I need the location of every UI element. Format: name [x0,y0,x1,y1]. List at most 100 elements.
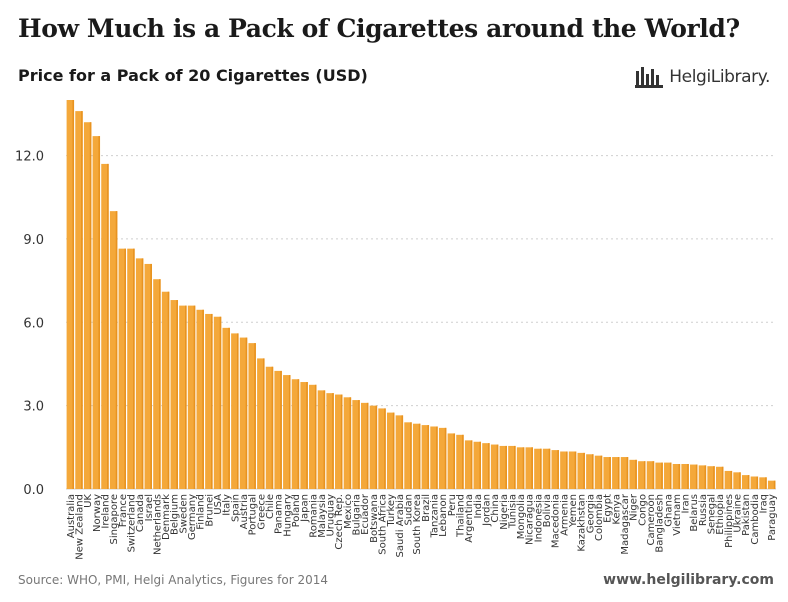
bar [681,463,689,489]
bar-shade [436,426,438,489]
chart-subtitle: Price for a Pack of 20 Cigarettes (USD) [18,66,368,85]
bar-shade [574,451,577,489]
bar [612,457,620,489]
bar-shade [89,122,92,489]
bar [707,466,715,489]
bar-shade [271,366,274,489]
bar-shade [418,423,421,489]
helgi-library-logo: HelgiLibrary. [635,64,770,90]
bar-shade [401,415,404,489]
bar-shade [773,480,776,489]
x-tick-label: Austria [239,494,250,529]
bar-shade [219,316,222,489]
bar-shade [228,327,230,489]
bar [248,343,256,489]
bar-shade [245,337,248,489]
bar [525,447,533,489]
x-tick-label: Macedonia [551,494,562,548]
bar-shade [81,111,83,489]
bar [430,426,438,489]
x-tick-label: Ecuador [360,493,371,535]
x-tick-label: France [118,494,129,527]
bar [179,305,187,489]
x-tick-label: Norway [92,494,103,532]
bar-shade [652,461,655,489]
bar-shade [496,444,499,489]
bar-shade [297,379,300,489]
bar-shade [609,457,611,489]
bar-shade [565,451,568,489]
x-tick-label: UK [83,494,94,508]
bar-shade [306,382,308,489]
x-tick-label: Switzerland [126,494,137,552]
bar-shade [488,443,490,489]
x-tick-label: Yemen [568,494,579,528]
x-tick-label: Argentina [464,494,475,543]
bar-shade [747,475,750,489]
x-tick-label: Philippines [724,494,735,548]
bar [568,451,577,489]
bar [222,327,230,489]
bar [170,300,178,489]
bar [672,463,681,489]
bar-shade [721,466,724,489]
x-tick-label: Jordan [481,494,492,527]
bar [447,433,456,489]
bar [404,422,412,489]
bar [187,305,196,489]
x-tick-label: Brazil [421,494,432,522]
x-tick-label: Russia [698,494,709,526]
x-tick-label: Paraguay [767,494,778,541]
bar-shade [202,309,204,489]
bar-shade [340,394,343,489]
x-tick-label: Thailand [455,494,466,538]
source-note: Source: WHO, PMI, Helgi Analytics, Figur… [18,573,328,587]
bar [291,379,300,489]
bar [118,248,127,489]
bar-shade [375,405,378,489]
bar-shade [392,412,395,489]
bar [603,457,611,489]
bar-shade [98,136,101,489]
bar [283,375,291,489]
x-tick-label: Uruguay [326,494,337,537]
x-tick-label: Sudan [404,494,415,526]
bar [646,461,655,489]
bar-shade [332,393,334,489]
bar [741,475,750,489]
bar [508,445,516,489]
y-axis-tick-labels: 0.0 3.0 6.0 9.0 12.0 [15,150,44,498]
x-tick-label: Senegal [707,494,718,534]
bar [300,382,308,489]
bar-shade [713,466,715,489]
bar-shade [210,313,213,489]
bar [456,434,464,489]
bar-shade [756,476,759,489]
x-tick-label: Brunei [204,494,215,527]
x-tick-label: Cambodia [750,494,761,545]
bar [257,358,265,489]
bar-shade [427,425,430,489]
x-tick-label: Indonesia [533,494,544,542]
bar [724,470,733,489]
x-tick-label: Egypt [603,494,614,523]
bar [352,400,360,489]
website-link[interactable]: www.helgilibrary.com [603,572,774,588]
x-tick-label: Ghana [663,494,674,527]
x-tick-label: Lebanon [438,494,449,537]
x-tick-label: Ireland [100,494,111,529]
bar-shade [583,452,585,489]
bar-shade [678,463,681,489]
bar [715,466,724,489]
bar-shade [548,448,551,489]
bar-shade [514,445,516,489]
bar-shade [410,422,412,489]
x-tick-label: Czech Rep. [334,494,345,550]
bar-shade [141,258,144,489]
x-tick-label: Romania [308,494,319,538]
bar-shade [661,462,663,489]
x-tick-label: Israel [144,494,155,521]
bar-shade [323,390,326,489]
x-tick-label: Mexico [343,494,354,529]
bar-shade [159,279,161,489]
